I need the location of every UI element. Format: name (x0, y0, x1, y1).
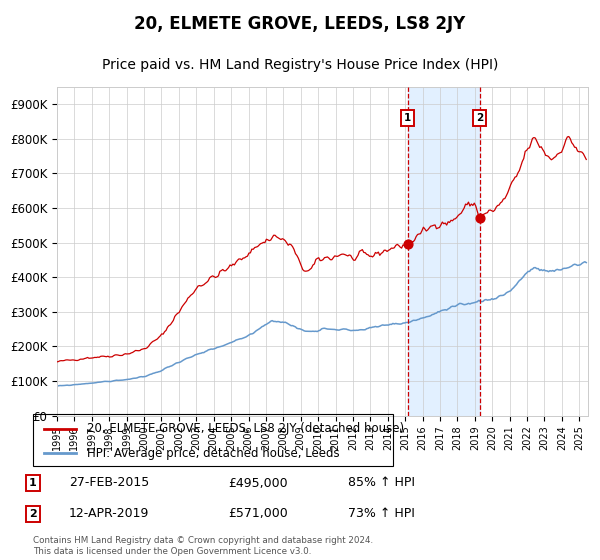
Text: 12-APR-2019: 12-APR-2019 (69, 507, 149, 520)
Text: 2: 2 (476, 113, 483, 123)
Text: 20, ELMETE GROVE, LEEDS, LS8 2JY: 20, ELMETE GROVE, LEEDS, LS8 2JY (134, 15, 466, 33)
Text: 2: 2 (29, 509, 37, 519)
Text: Contains HM Land Registry data © Crown copyright and database right 2024.
This d: Contains HM Land Registry data © Crown c… (33, 536, 373, 556)
Text: 1: 1 (29, 478, 37, 488)
Text: 20, ELMETE GROVE, LEEDS, LS8 2JY (detached house): 20, ELMETE GROVE, LEEDS, LS8 2JY (detach… (87, 422, 404, 435)
Text: 27-FEB-2015: 27-FEB-2015 (69, 477, 149, 489)
Text: 85% ↑ HPI: 85% ↑ HPI (348, 477, 415, 489)
Bar (408, 87, 479, 416)
Text: Price paid vs. HM Land Registry's House Price Index (HPI): Price paid vs. HM Land Registry's House … (102, 58, 498, 72)
Text: £571,000: £571,000 (228, 507, 288, 520)
Text: £495,000: £495,000 (228, 477, 287, 489)
Text: HPI: Average price, detached house, Leeds: HPI: Average price, detached house, Leed… (87, 446, 340, 460)
Text: 1: 1 (404, 113, 412, 123)
Point (475, 213, 484, 222)
Text: 73% ↑ HPI: 73% ↑ HPI (348, 507, 415, 520)
Point (403, 240, 413, 249)
